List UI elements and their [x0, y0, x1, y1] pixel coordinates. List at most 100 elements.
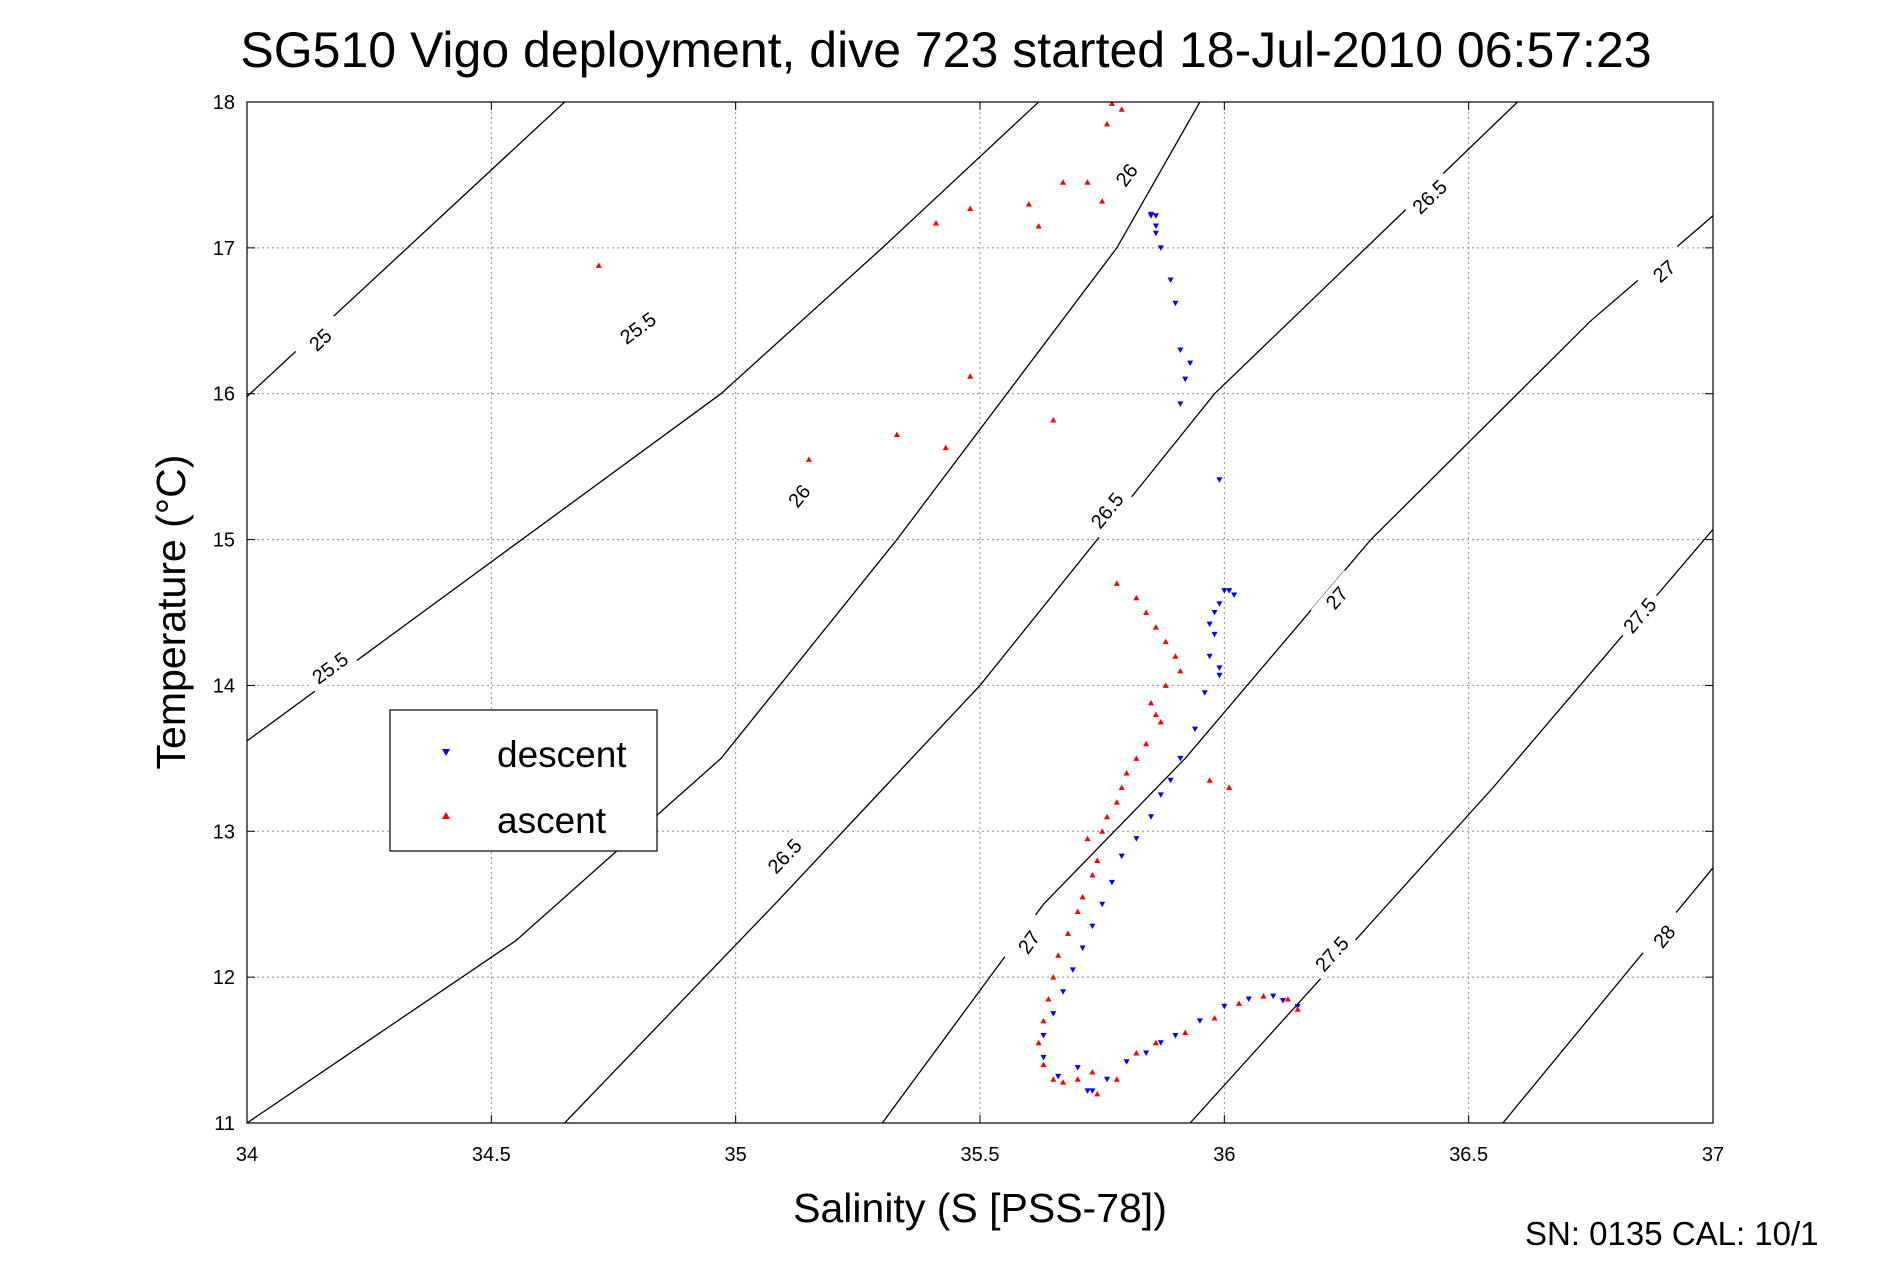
descent-point	[1148, 814, 1155, 820]
ascent-point	[1050, 974, 1057, 980]
descent-point	[1040, 1054, 1047, 1061]
ascent-point	[1152, 711, 1159, 718]
descent-point	[1216, 477, 1223, 483]
ascent-point	[1099, 828, 1106, 834]
descent-point	[1231, 592, 1238, 598]
y-tick-label: 15	[213, 530, 235, 552]
descent-point	[1152, 223, 1159, 229]
x-tick-label: 34	[236, 1144, 258, 1166]
ascent-point	[1123, 769, 1130, 776]
isopycnal-label-bg	[1310, 570, 1363, 626]
ascent-point	[1113, 580, 1120, 586]
descent-point	[1216, 601, 1223, 607]
ascent-point	[1260, 993, 1267, 999]
descent-point	[1133, 836, 1140, 842]
isopycnal-line-26	[247, 102, 1201, 1123]
legend-box	[389, 709, 658, 852]
ascent-point	[1035, 1039, 1042, 1046]
descent-point	[1172, 1032, 1179, 1039]
descent-point	[1270, 993, 1277, 1000]
ascent-point	[1025, 201, 1032, 207]
descent-point	[1201, 690, 1208, 696]
x-tick-label: 36	[1213, 1144, 1235, 1166]
ascent-point	[1133, 755, 1140, 761]
descent-point	[1099, 901, 1106, 908]
legend-label-ascent: ascent	[497, 800, 607, 841]
ascent-point	[1084, 835, 1091, 842]
ascent-point	[1172, 653, 1179, 659]
x-tick-label: 35.5	[961, 1144, 1000, 1166]
ascent-point	[1084, 179, 1091, 185]
descent-point	[1084, 1088, 1091, 1094]
y-tick-label: 12	[213, 967, 235, 989]
descent-point	[1143, 1050, 1150, 1056]
ascent-point	[1104, 120, 1111, 127]
descent-point	[1211, 631, 1218, 638]
descent-point	[1108, 879, 1115, 886]
ascent-point	[1152, 1039, 1159, 1046]
ascent-point	[1060, 179, 1067, 185]
ascent-point	[1133, 1049, 1140, 1056]
descent-point	[1192, 726, 1199, 733]
descent-point	[1079, 945, 1086, 951]
ascent-point	[1094, 1090, 1101, 1097]
descent-point	[1089, 1088, 1096, 1094]
isopycnal-label-bg	[1305, 926, 1359, 982]
descent-point	[1206, 621, 1213, 628]
isopycnal-label-bg	[1081, 482, 1133, 539]
ascent-point	[1060, 1079, 1067, 1085]
ascent-point	[1118, 784, 1125, 791]
ascent-point	[1113, 1076, 1120, 1082]
ascent-point	[1089, 1068, 1096, 1075]
y-tick-label: 18	[213, 92, 235, 114]
ascent-point	[1235, 1000, 1242, 1006]
ascent-point	[1157, 718, 1164, 725]
ascent-point	[967, 205, 974, 211]
descent-point	[1104, 1076, 1111, 1083]
descent-point	[1069, 967, 1076, 973]
ascent-point	[1206, 777, 1213, 783]
ascent-point	[1050, 1076, 1057, 1082]
isopycnal-line-27	[881, 215, 1713, 1123]
descent-point	[1196, 1018, 1203, 1024]
ascent-point	[1104, 813, 1111, 820]
descent-point	[1245, 996, 1252, 1003]
descent-point	[1157, 792, 1164, 798]
descent-point	[1060, 989, 1067, 995]
isopycnal-label-bg	[757, 829, 812, 884]
ascent-point	[1177, 667, 1184, 674]
ascent-point	[1162, 638, 1169, 645]
ascent-point	[1094, 857, 1101, 863]
descent-point	[1157, 245, 1164, 251]
ascent-point	[1284, 996, 1291, 1002]
ascent-point	[1133, 594, 1140, 601]
legend: descent ascent	[389, 709, 658, 852]
x-axis-label: Salinity (S [PSS-78])	[793, 1185, 1167, 1231]
descent-point	[1123, 1059, 1130, 1065]
ascent-point	[893, 431, 900, 438]
legend-label-descent: descent	[497, 734, 627, 775]
descent-point	[1221, 1003, 1228, 1010]
descent-point	[1118, 853, 1125, 860]
ascent-point	[1143, 609, 1150, 615]
isopycnal-line-28	[1502, 867, 1713, 1123]
descent-point	[1152, 213, 1159, 219]
isopycnal-line-25	[247, 102, 566, 398]
ascent-point	[1040, 1061, 1047, 1068]
ascent-point	[1045, 996, 1052, 1002]
isopycnal-label-bg	[1638, 908, 1690, 964]
ascent-point	[1055, 952, 1062, 958]
descent-point	[1177, 347, 1184, 353]
descent-point	[1157, 1040, 1164, 1046]
data-points	[595, 102, 1301, 1097]
descent-point	[1177, 401, 1184, 407]
ascent-point	[1079, 893, 1086, 900]
legend-marker-descent	[442, 749, 450, 756]
ascent-point	[1211, 1014, 1218, 1021]
ascent-point	[805, 456, 812, 462]
y-tick-label: 16	[213, 384, 235, 406]
isopycnal-label-bg	[609, 303, 667, 354]
isopycnal-labels: 2525.525.5262626.526.526.527272727.527.5…	[293, 146, 1692, 982]
isopycnal-label-bg	[1101, 146, 1152, 203]
ascent-point	[1113, 799, 1120, 805]
